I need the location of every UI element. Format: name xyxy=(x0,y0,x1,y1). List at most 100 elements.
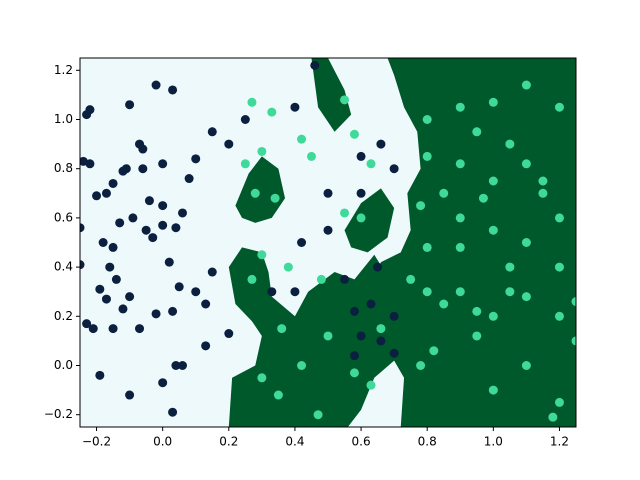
point xyxy=(88,324,98,334)
point xyxy=(297,361,307,370)
point xyxy=(128,213,138,223)
decision-region xyxy=(235,156,286,223)
x-tick-label: 0.0 xyxy=(153,435,172,449)
point xyxy=(250,188,260,198)
point xyxy=(306,151,316,161)
x-tick-label: −0.2 xyxy=(82,435,111,449)
point xyxy=(125,292,135,302)
point xyxy=(340,274,350,284)
y-tick-label: 1.0 xyxy=(54,112,73,126)
point xyxy=(111,274,121,284)
axes-frame xyxy=(79,57,577,428)
point xyxy=(422,115,432,124)
point xyxy=(323,331,333,341)
point xyxy=(191,154,201,164)
point xyxy=(270,193,280,203)
point xyxy=(349,129,359,139)
point xyxy=(455,213,465,223)
point xyxy=(297,134,307,144)
point xyxy=(201,299,211,309)
point xyxy=(101,188,111,198)
y-tick-label: 0.8 xyxy=(54,161,73,175)
point xyxy=(455,242,465,252)
point xyxy=(290,287,300,297)
y-tick-label: 0.0 xyxy=(54,358,73,372)
x-tick-label: 0.4 xyxy=(285,435,304,449)
point xyxy=(366,299,376,309)
point xyxy=(95,370,105,380)
point xyxy=(349,351,359,361)
point xyxy=(488,385,498,395)
point xyxy=(389,311,399,321)
point xyxy=(416,361,426,370)
point xyxy=(108,242,118,252)
point xyxy=(356,213,366,223)
point xyxy=(571,336,576,346)
point xyxy=(125,390,135,400)
point xyxy=(366,380,376,390)
point xyxy=(158,201,168,211)
point xyxy=(207,267,217,277)
point xyxy=(283,262,293,272)
point xyxy=(92,191,102,201)
x-tick-label: 0.6 xyxy=(352,435,371,449)
point xyxy=(297,238,307,247)
y-tick-label: 0.2 xyxy=(54,309,73,323)
decision-region xyxy=(311,58,352,132)
point xyxy=(455,159,465,169)
point xyxy=(505,139,515,149)
point xyxy=(439,299,449,309)
point xyxy=(349,368,359,378)
point xyxy=(191,287,201,297)
point xyxy=(340,95,350,105)
point xyxy=(178,208,188,218)
point xyxy=(80,260,85,270)
point xyxy=(472,306,482,316)
point xyxy=(138,144,148,154)
point xyxy=(171,223,181,233)
point xyxy=(455,102,465,112)
axes: −0.2 0.0 0.2 0.4 0.6 0.8 1.0 1.2 −0.2 0.0 0.2 0.4 0.… xyxy=(44,57,577,449)
point xyxy=(174,282,184,292)
point xyxy=(178,361,188,370)
point xyxy=(108,324,118,334)
point xyxy=(323,225,333,235)
point xyxy=(313,410,323,420)
point xyxy=(521,292,531,302)
point xyxy=(168,407,178,417)
point xyxy=(158,220,168,230)
point xyxy=(85,159,95,169)
point xyxy=(85,105,95,115)
x-tick-label: 1.0 xyxy=(484,435,503,449)
point xyxy=(478,193,488,203)
point xyxy=(224,139,234,149)
point xyxy=(548,412,558,422)
point xyxy=(571,297,576,307)
point xyxy=(505,262,515,272)
point xyxy=(158,378,168,388)
point xyxy=(376,324,386,334)
point xyxy=(356,331,366,341)
point xyxy=(144,196,154,206)
point xyxy=(554,213,564,223)
decision-region xyxy=(344,188,395,253)
point xyxy=(406,274,416,284)
point xyxy=(158,159,168,169)
point xyxy=(121,164,131,174)
point xyxy=(389,348,399,358)
point xyxy=(108,178,118,188)
point xyxy=(267,287,277,297)
point xyxy=(356,151,366,161)
point xyxy=(416,201,426,211)
point xyxy=(554,397,564,407)
point xyxy=(168,85,178,95)
point xyxy=(164,257,174,267)
point xyxy=(422,151,432,161)
point xyxy=(151,309,161,319)
point xyxy=(505,287,515,297)
y-tick-label: 0.6 xyxy=(54,210,73,224)
point xyxy=(135,324,145,334)
point xyxy=(98,238,108,247)
point xyxy=(310,60,320,70)
point xyxy=(207,127,217,137)
